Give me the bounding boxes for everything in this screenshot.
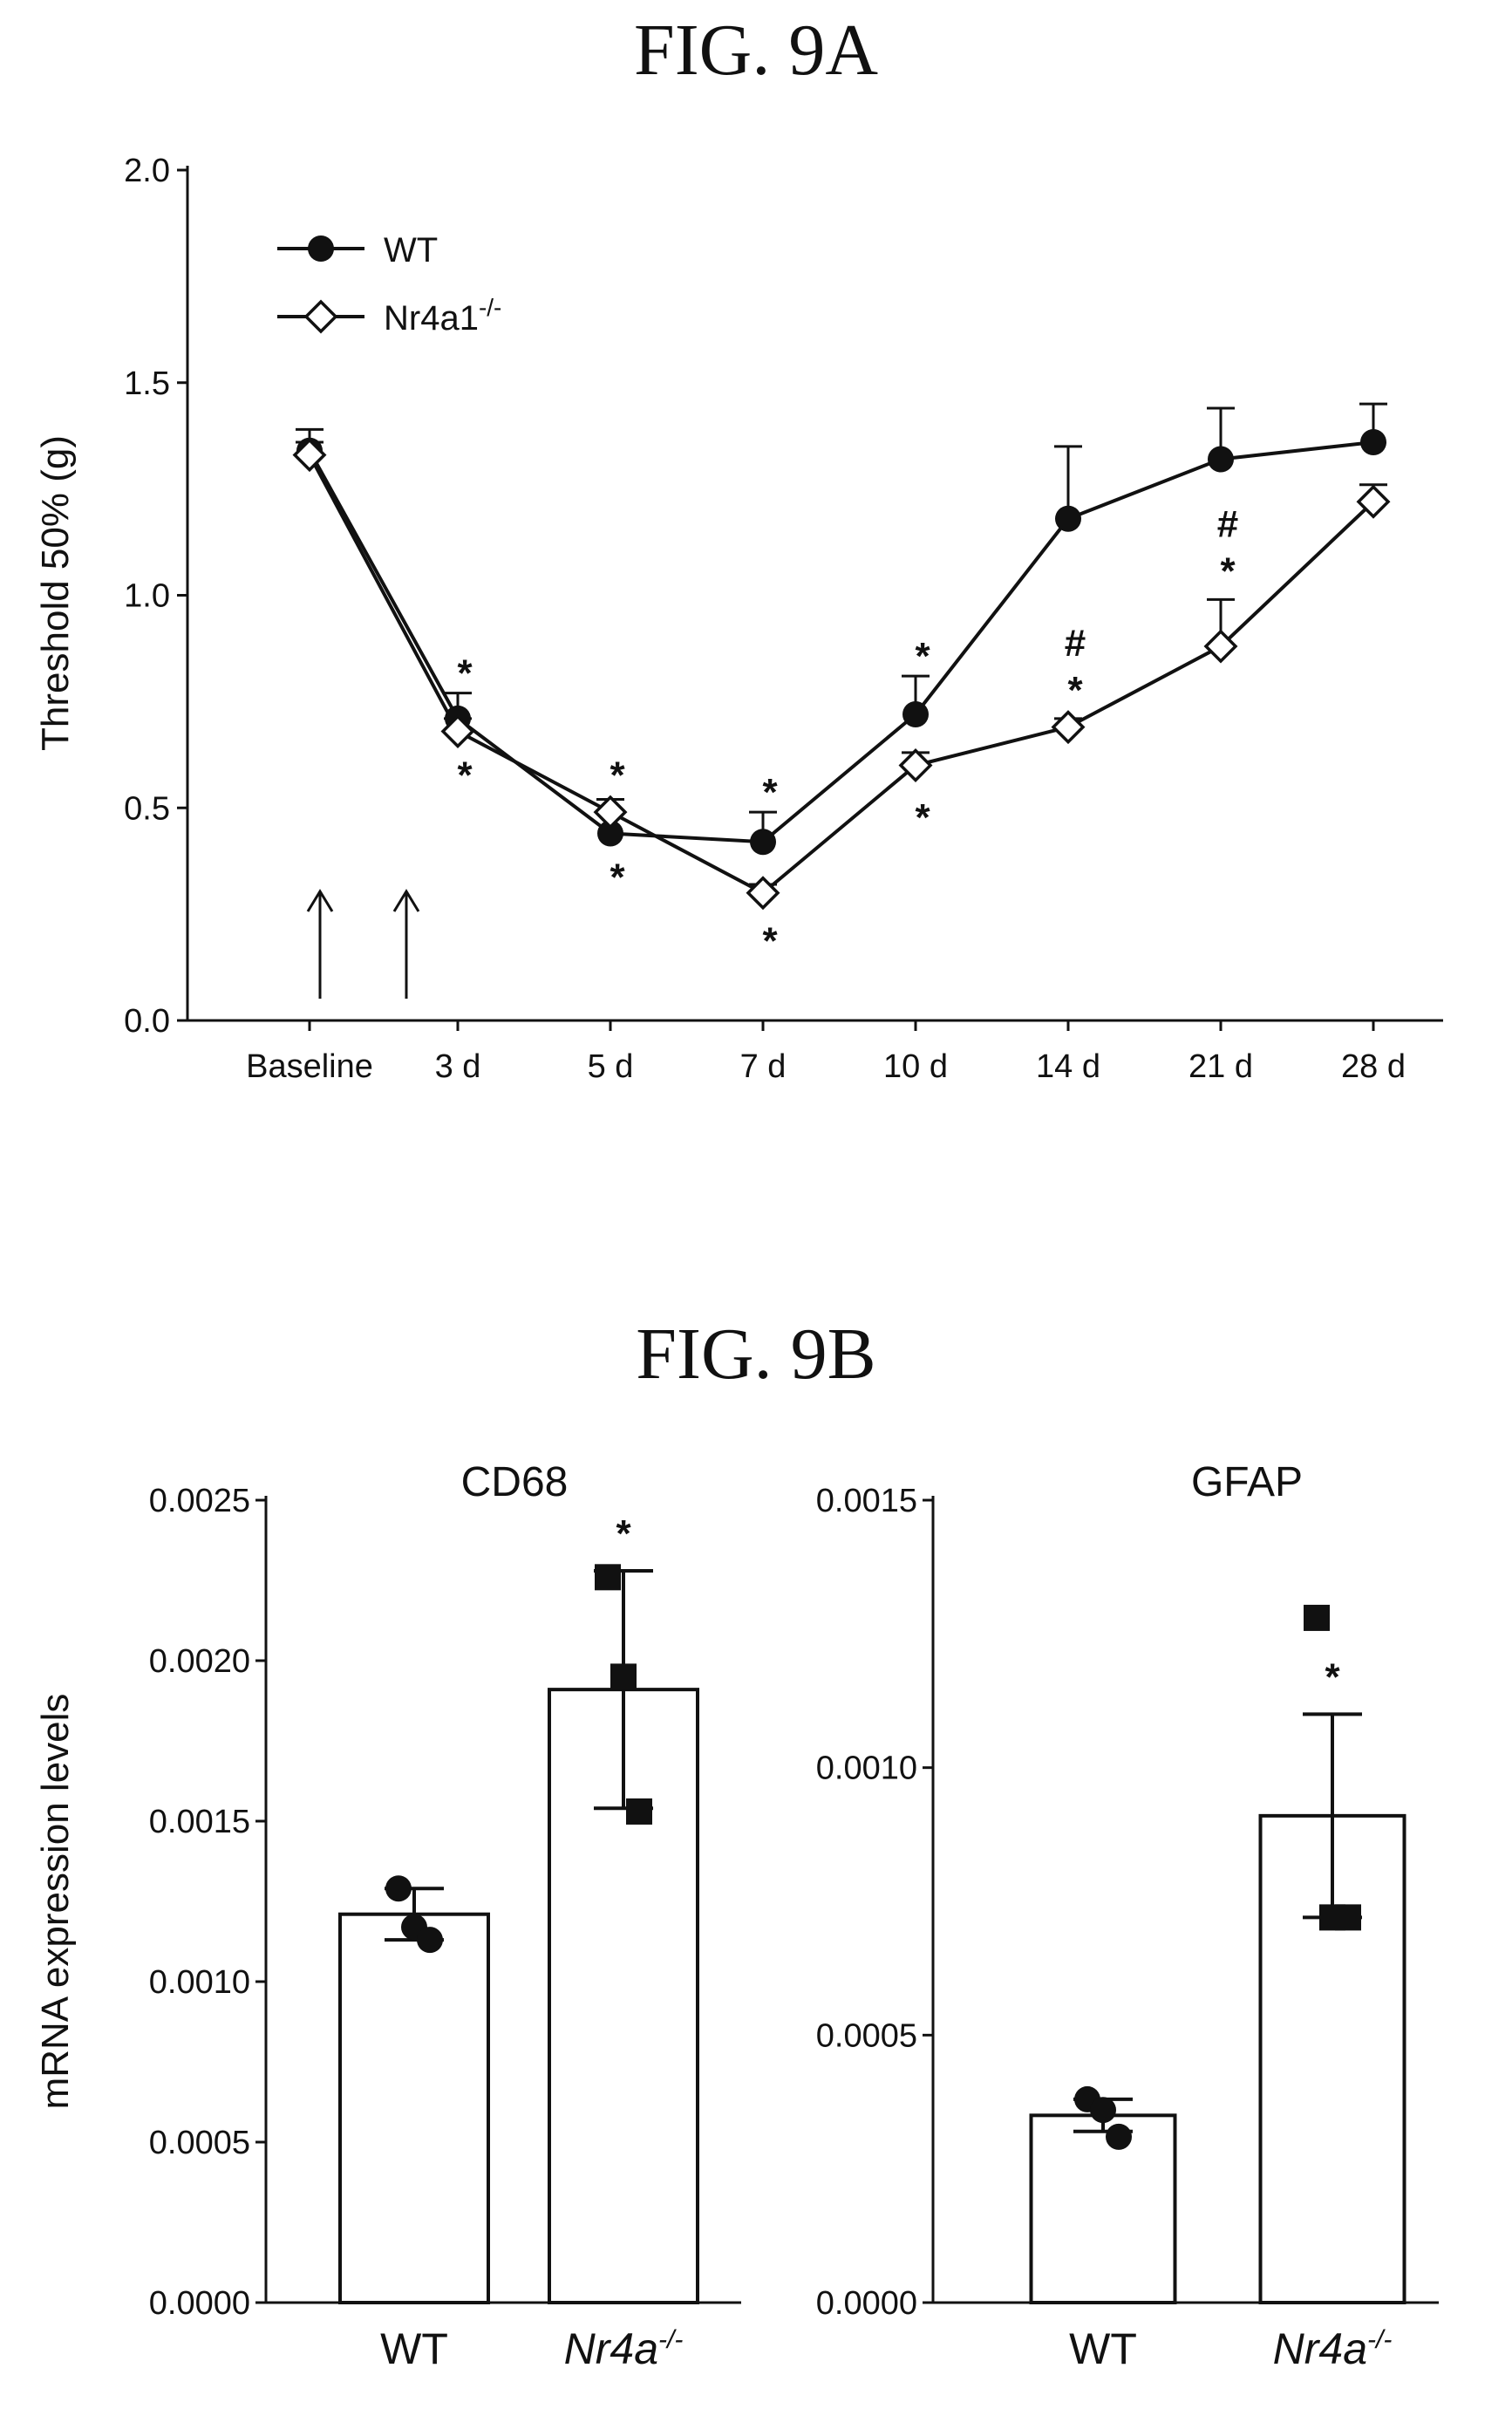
y-tick-label-9a: 0.0 bbox=[124, 1003, 170, 1040]
data-point bbox=[385, 1875, 412, 1902]
nr4a1-point bbox=[292, 438, 327, 473]
nr4a1-point bbox=[1203, 629, 1238, 664]
y-tick-label: 0.0010 bbox=[816, 1750, 917, 1787]
asterisk-annotation: * bbox=[1067, 669, 1083, 712]
legend-label-wt: WT bbox=[384, 231, 438, 270]
asterisk-annotation: * bbox=[762, 919, 778, 962]
fig-9b-title: FIG. 9B bbox=[636, 1314, 875, 1395]
legend-label-nr4a1: Nr4a1-/- bbox=[384, 294, 501, 338]
category-label-sup: -/- bbox=[658, 2325, 683, 2354]
data-point bbox=[1304, 1604, 1330, 1631]
series-line-nr4a1 bbox=[308, 454, 1375, 896]
y-tick-label: 0.0025 bbox=[149, 1483, 250, 1519]
x-tick-label-9a: 5 d bbox=[588, 1048, 634, 1085]
y-tick-label: 0.0020 bbox=[149, 1643, 250, 1680]
x-tick-label-9a: 10 d bbox=[883, 1048, 948, 1085]
cd68-title: CD68 bbox=[461, 1459, 569, 1505]
y-tick-label-9a: 1.5 bbox=[124, 365, 170, 402]
x-tick-label-9a: 28 d bbox=[1341, 1048, 1406, 1085]
data-point bbox=[1106, 2123, 1132, 2150]
bar-chart-gfap: GFAP 0.0000 0.0005 0.0010 0.0015 WT * Nr4a-/- bbox=[816, 1459, 1439, 2373]
y-tick-label: 0.0000 bbox=[816, 2285, 917, 2322]
bar bbox=[1029, 2113, 1177, 2304]
category-label-text: WT bbox=[380, 2324, 448, 2373]
asterisk-annotation: * bbox=[610, 856, 625, 898]
legend-9a: WT Nr4a1-/- bbox=[277, 231, 501, 338]
x-tick-label-9a: 21 d bbox=[1188, 1048, 1253, 1085]
nr4a1-point bbox=[1051, 710, 1086, 745]
asterisk-annotation: * bbox=[610, 754, 625, 796]
wt-point bbox=[750, 829, 776, 856]
fig-9a-title: FIG. 9A bbox=[634, 10, 878, 91]
asterisk-annotation: * bbox=[762, 771, 778, 814]
x-tick-label-9a: Baseline bbox=[246, 1048, 373, 1085]
data-point bbox=[1335, 1904, 1361, 1931]
injection-arrow bbox=[392, 889, 420, 999]
wt-point bbox=[1360, 429, 1386, 455]
wt-point bbox=[1208, 446, 1234, 473]
x-tick-label-9a: 7 d bbox=[740, 1048, 787, 1085]
asterisk-annotation: * bbox=[457, 754, 473, 796]
data-point bbox=[626, 1798, 652, 1825]
asterisk-annotation: * bbox=[457, 652, 473, 694]
nr4a1-point bbox=[593, 795, 628, 829]
significance-asterisk: * bbox=[616, 1512, 631, 1555]
gfap-title: GFAP bbox=[1191, 1459, 1303, 1505]
nr4a1-point bbox=[440, 714, 475, 748]
legend-marker-wt bbox=[308, 235, 334, 262]
significance-asterisk: * bbox=[1325, 1655, 1340, 1698]
y-tick-label: 0.0005 bbox=[816, 2017, 917, 2054]
data-point bbox=[610, 1663, 637, 1690]
category-label: Nr4a-/- bbox=[564, 2324, 684, 2373]
data-point bbox=[595, 1564, 621, 1591]
wt-point bbox=[902, 701, 929, 727]
legend-label-nr4a1-text: Nr4a1 bbox=[384, 299, 479, 338]
y-tick-label-9a: 1.0 bbox=[124, 578, 170, 615]
bar bbox=[338, 1912, 490, 2304]
category-label-text: Nr4a bbox=[1273, 2324, 1367, 2373]
category-label-text: WT bbox=[1069, 2324, 1137, 2373]
nr4a1-point bbox=[898, 748, 933, 782]
y-tick-label: 0.0000 bbox=[149, 2285, 250, 2322]
asterisk-annotation: * bbox=[1220, 549, 1236, 592]
y-tick-label: 0.0010 bbox=[149, 1964, 250, 2001]
category-label-text: Nr4a bbox=[564, 2324, 658, 2373]
hash-annotation: # bbox=[1065, 622, 1086, 665]
legend-marker-nr4a1 bbox=[303, 299, 338, 334]
y-tick-label-9a: 0.5 bbox=[124, 790, 170, 827]
x-tick-label-9a: 14 d bbox=[1036, 1048, 1100, 1085]
category-label: WT bbox=[1069, 2324, 1137, 2373]
y-tick-label: 0.0015 bbox=[816, 1483, 917, 1519]
injection-arrow bbox=[306, 889, 334, 999]
asterisk-annotation: * bbox=[915, 635, 930, 678]
legend-label-nr4a1-sup: -/- bbox=[479, 294, 501, 321]
nr4a1-point bbox=[1356, 484, 1391, 519]
line-chart-9a: Threshold 50% (g) WT Nr4a1-/- 0.0 0.5 1.0 1… bbox=[34, 153, 1443, 1085]
category-label: WT bbox=[380, 2324, 448, 2373]
bar-chart-cd68: CD68 mRNA expression levels 0.0000 0.0005… bbox=[34, 1459, 741, 2373]
data-point bbox=[1090, 2097, 1116, 2124]
y-tick-label-9a: 2.0 bbox=[124, 153, 170, 189]
y-axis-label-9b: mRNA expression levels bbox=[34, 1694, 77, 2110]
category-label-sup: -/- bbox=[1367, 2325, 1392, 2354]
asterisk-annotation: * bbox=[915, 796, 930, 839]
nr4a1-point bbox=[746, 876, 780, 911]
wt-point bbox=[597, 820, 623, 847]
wt-point bbox=[1055, 505, 1081, 532]
y-axis-label-9a: Threshold 50% (g) bbox=[34, 435, 77, 751]
y-tick-label: 0.0015 bbox=[149, 1804, 250, 1840]
category-label: Nr4a-/- bbox=[1273, 2324, 1393, 2373]
series-line-wt bbox=[308, 440, 1374, 844]
x-tick-label-9a: 3 d bbox=[435, 1048, 481, 1085]
y-tick-label: 0.0005 bbox=[149, 2125, 250, 2161]
data-point bbox=[417, 1927, 443, 1954]
hash-annotation: # bbox=[1217, 503, 1238, 546]
